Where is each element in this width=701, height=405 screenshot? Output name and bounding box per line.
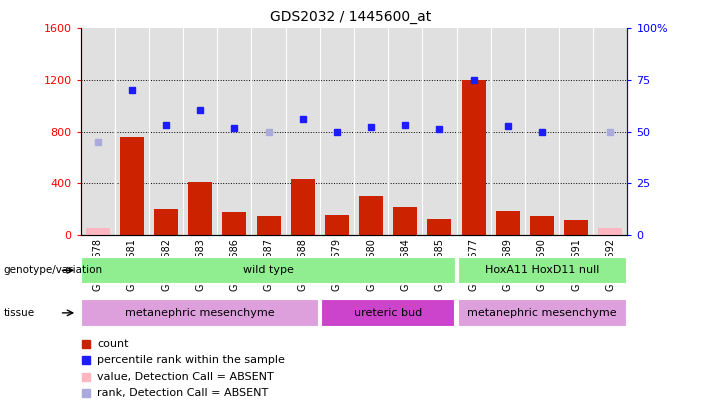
Bar: [321, 299, 455, 326]
Bar: [81, 257, 456, 284]
Bar: [458, 299, 627, 326]
Bar: [86, 228, 109, 235]
Bar: [257, 215, 280, 235]
Text: rank, Detection Call = ABSENT: rank, Detection Call = ABSENT: [97, 388, 268, 398]
Bar: [393, 207, 417, 235]
Bar: [458, 257, 627, 284]
Bar: [428, 220, 451, 235]
Bar: [359, 196, 383, 235]
Bar: [81, 299, 319, 326]
Bar: [120, 137, 144, 235]
Bar: [496, 211, 519, 235]
Bar: [291, 179, 315, 235]
Bar: [564, 220, 588, 235]
Text: percentile rank within the sample: percentile rank within the sample: [97, 356, 285, 365]
Bar: [462, 80, 486, 235]
Bar: [599, 228, 622, 235]
Text: GDS2032 / 1445600_at: GDS2032 / 1445600_at: [270, 10, 431, 24]
Bar: [222, 212, 246, 235]
Text: HoxA11 HoxD11 null: HoxA11 HoxD11 null: [485, 265, 599, 275]
Bar: [189, 182, 212, 235]
Text: metanephric mesenchyme: metanephric mesenchyme: [125, 308, 275, 318]
Text: tissue: tissue: [4, 308, 34, 318]
Bar: [154, 209, 178, 235]
Text: genotype/variation: genotype/variation: [4, 265, 102, 275]
Text: wild type: wild type: [243, 265, 294, 275]
Text: count: count: [97, 339, 128, 349]
Text: metanephric mesenchyme: metanephric mesenchyme: [467, 308, 617, 318]
Bar: [530, 216, 554, 235]
Bar: [325, 215, 349, 235]
Text: value, Detection Call = ABSENT: value, Detection Call = ABSENT: [97, 372, 274, 382]
Text: ureteric bud: ureteric bud: [354, 308, 422, 318]
